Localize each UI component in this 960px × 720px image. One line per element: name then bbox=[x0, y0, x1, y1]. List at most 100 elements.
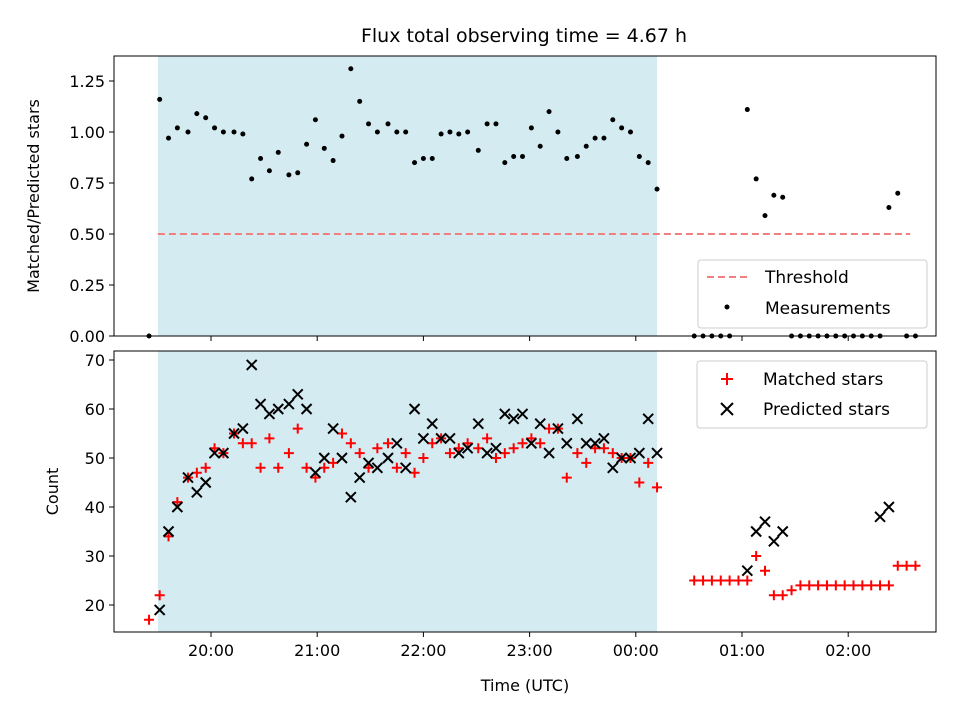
legend-matched-swatch bbox=[721, 373, 733, 385]
matched-point bbox=[473, 443, 484, 454]
matched-point bbox=[209, 443, 220, 454]
measurement-point bbox=[185, 129, 191, 135]
matched-point bbox=[453, 443, 464, 454]
measurement-point bbox=[220, 129, 226, 135]
y-tick-label: 0.75 bbox=[69, 174, 105, 193]
y-tick-label: 0.50 bbox=[69, 225, 105, 244]
top-panel: 0.00 0.25 0.50 0.75 1.00 1.25 Matched/Predict… bbox=[24, 55, 937, 346]
measurement-point bbox=[627, 129, 633, 135]
matched-point bbox=[391, 462, 402, 473]
matched-point bbox=[689, 575, 700, 586]
predicted-point bbox=[598, 432, 610, 445]
predicted-point bbox=[408, 403, 421, 415]
measurement-point bbox=[753, 176, 759, 182]
matched-point bbox=[786, 585, 797, 596]
matched-point bbox=[901, 560, 912, 571]
matched-point bbox=[237, 438, 248, 449]
predicted-point bbox=[580, 437, 592, 450]
y-tick-label: 70 bbox=[85, 351, 105, 370]
measurement-point bbox=[366, 121, 372, 127]
predicted-point bbox=[741, 564, 754, 577]
matched-point bbox=[768, 590, 779, 601]
predicted-point bbox=[516, 408, 529, 420]
matched-point bbox=[857, 580, 868, 591]
matched-point bbox=[400, 448, 411, 459]
matched-point bbox=[172, 497, 183, 508]
measurement-point bbox=[374, 129, 380, 135]
matched-point bbox=[310, 472, 321, 483]
predicted-point bbox=[777, 525, 789, 538]
bottom-x-ticks: 20:00 21:00 22:00 23:00 00:00 01:00 02:00 bbox=[188, 632, 871, 660]
matched-point bbox=[544, 423, 555, 434]
matched-point bbox=[283, 448, 294, 459]
matched-point bbox=[590, 443, 601, 454]
measurement-point bbox=[645, 160, 651, 166]
predicted-point bbox=[750, 525, 762, 538]
top-x-ticks bbox=[210, 336, 849, 341]
predicted-point bbox=[481, 447, 493, 459]
measurement-point bbox=[286, 172, 292, 178]
legend-threshold-label: Threshold bbox=[764, 268, 849, 288]
measurement-point bbox=[583, 143, 589, 149]
measurement-point bbox=[895, 190, 901, 196]
predicted-point bbox=[382, 452, 394, 464]
matched-point bbox=[875, 580, 886, 591]
measurement-point bbox=[447, 129, 453, 135]
matched-point bbox=[418, 453, 429, 463]
measurement-point bbox=[348, 66, 354, 72]
matched-point bbox=[848, 580, 859, 591]
measurement-point bbox=[275, 149, 281, 155]
measurement-point bbox=[330, 158, 336, 164]
matched-point bbox=[163, 531, 174, 542]
predicted-point bbox=[283, 398, 295, 410]
measurement-point bbox=[744, 107, 750, 113]
predicted-point bbox=[615, 452, 628, 464]
predicted-point bbox=[768, 535, 780, 548]
predicted-point bbox=[552, 422, 564, 435]
predicted-point bbox=[624, 452, 637, 464]
predicted-point bbox=[417, 432, 430, 445]
bottom-legend: Matched stars Predicted stars bbox=[696, 360, 928, 429]
predicted-point bbox=[246, 359, 258, 371]
measurement-point bbox=[465, 129, 471, 135]
predicted-point bbox=[633, 447, 646, 459]
predicted-point bbox=[191, 486, 203, 499]
predicted-point bbox=[525, 437, 538, 450]
measurement-point bbox=[762, 213, 768, 219]
measurement-point bbox=[475, 147, 481, 153]
measurement-point bbox=[592, 135, 598, 141]
matched-point bbox=[191, 467, 202, 478]
bottom-panel: 20 30 40 50 60 70 20:00 21:00 22:00 23:00 00:00 01… bbox=[43, 350, 937, 695]
matched-point bbox=[264, 433, 275, 444]
predicted-point bbox=[199, 476, 212, 489]
measurement-point bbox=[429, 156, 435, 162]
y-tick-label: 60 bbox=[85, 400, 105, 419]
predicted-point bbox=[435, 432, 447, 445]
measurement-point bbox=[157, 96, 163, 102]
measurement-point bbox=[321, 145, 327, 151]
matched-point bbox=[795, 580, 806, 591]
matched-point bbox=[462, 438, 473, 449]
top-series bbox=[146, 66, 918, 339]
measurement-point bbox=[555, 129, 561, 135]
measurement-point bbox=[610, 117, 616, 123]
bottom-observing-span bbox=[157, 351, 658, 632]
predicted-point bbox=[353, 471, 366, 484]
top-legend: Threshold Measurements bbox=[697, 259, 928, 329]
measurement-point bbox=[564, 156, 570, 162]
matched-point bbox=[607, 448, 618, 459]
matched-point bbox=[319, 462, 330, 473]
measurement-point bbox=[886, 204, 892, 210]
measurement-point bbox=[511, 153, 517, 159]
legend-predicted-swatch bbox=[720, 402, 734, 416]
y-tick-label: 20 bbox=[85, 596, 105, 615]
matched-point bbox=[866, 580, 877, 591]
x-tick-label: 01:00 bbox=[719, 641, 765, 660]
top-y-axis-label: Matched/Predicted stars bbox=[24, 99, 43, 293]
measurement-point bbox=[240, 131, 246, 137]
matched-point bbox=[715, 575, 726, 586]
predicted-point bbox=[171, 501, 184, 513]
matched-point bbox=[581, 457, 592, 468]
matched-point bbox=[572, 448, 583, 459]
matched-point bbox=[813, 580, 824, 591]
